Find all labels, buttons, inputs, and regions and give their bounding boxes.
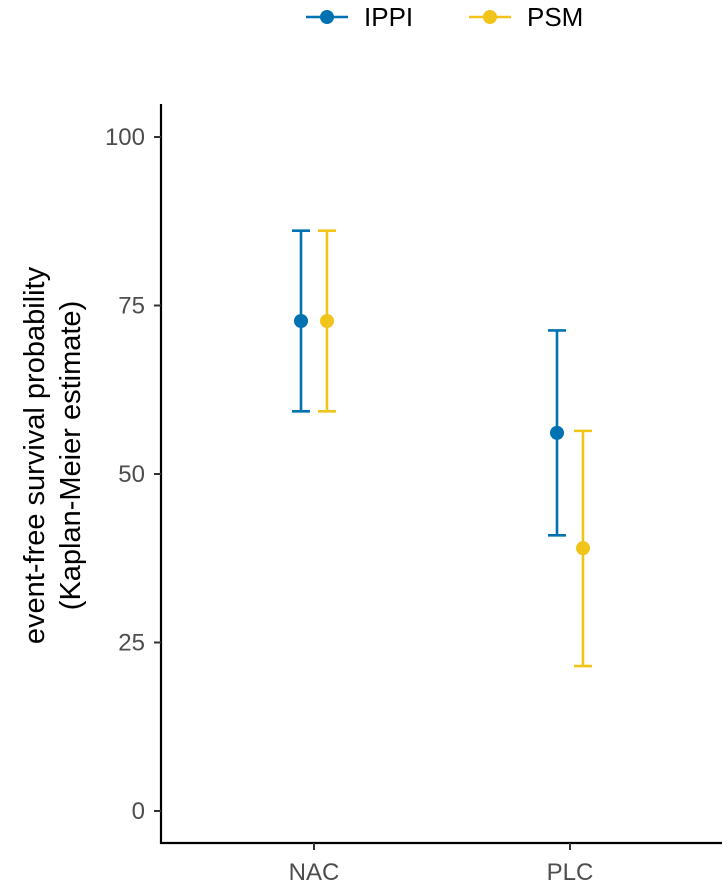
x-tick-label: NAC	[289, 859, 340, 886]
y-tick-label: 100	[105, 124, 145, 151]
y-tick-label: 0	[132, 798, 145, 825]
legend-label: IPPI	[364, 2, 413, 32]
y-axis-title: event-free survival probability	[19, 266, 51, 644]
data-point	[294, 314, 308, 329]
y-tick-label: 75	[118, 293, 145, 320]
x-tick-label: PLC	[547, 859, 594, 886]
legend: IPPI PSM	[306, 2, 583, 32]
data-point	[320, 314, 334, 329]
y-tick-label: 25	[118, 630, 145, 657]
data-point	[576, 541, 590, 556]
chart-marks	[292, 229, 592, 668]
axes: 0 25 50 75 100 NAC PLC event-free survival prob…	[19, 104, 722, 886]
y-tick-label: 50	[118, 461, 145, 488]
data-point	[550, 425, 564, 440]
legend-label: PSM	[527, 2, 583, 32]
legend-key-point	[483, 10, 497, 24]
legend-key-point	[320, 10, 334, 24]
y-axis-title: (Kaplan-Meier estimate)	[55, 301, 87, 610]
